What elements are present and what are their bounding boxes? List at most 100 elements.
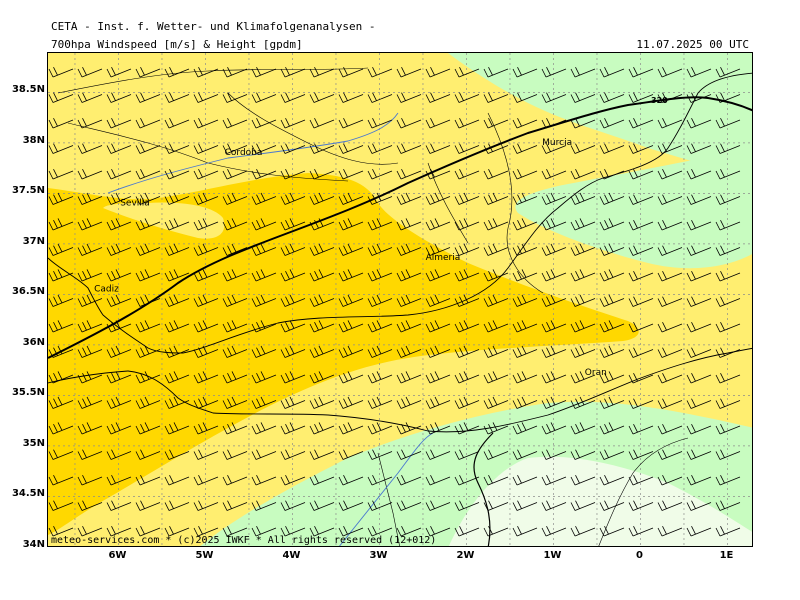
wind-barb bbox=[657, 143, 683, 154]
wind-barb bbox=[570, 371, 596, 384]
wind-barb bbox=[164, 449, 190, 460]
longitude-tick-label: 4W bbox=[282, 550, 301, 561]
wind-barb bbox=[309, 320, 335, 333]
wind-barb bbox=[512, 320, 538, 333]
wind-barb bbox=[686, 526, 712, 537]
wind-barb bbox=[483, 92, 509, 103]
wind-barb bbox=[570, 422, 596, 435]
wind-barb bbox=[396, 449, 422, 460]
wind-barb bbox=[512, 243, 538, 256]
wind-barb bbox=[251, 294, 277, 307]
wind-barb bbox=[454, 449, 480, 460]
wind-barb bbox=[657, 449, 683, 460]
wind-barb bbox=[48, 294, 74, 307]
wind-barb bbox=[251, 475, 277, 486]
wind-barb bbox=[570, 396, 596, 409]
wind-barb bbox=[367, 396, 393, 409]
wind-barb bbox=[367, 526, 393, 537]
wind-barb bbox=[164, 67, 190, 78]
wind-barb bbox=[425, 67, 451, 78]
wind-barb bbox=[512, 192, 538, 205]
wind-barb bbox=[77, 269, 103, 282]
wind-barb bbox=[396, 500, 422, 511]
wind-barb bbox=[599, 475, 625, 486]
wind-barb bbox=[222, 67, 248, 78]
wind-barb bbox=[628, 322, 654, 333]
wind-barb bbox=[106, 320, 132, 333]
wind-barb bbox=[164, 526, 190, 537]
wind-barb bbox=[715, 67, 741, 78]
wind-barb bbox=[280, 169, 306, 180]
field-very-low-south bbox=[448, 456, 752, 546]
wind-barb bbox=[686, 373, 712, 384]
wind-barb bbox=[164, 243, 190, 256]
longitude-tick-label: 6W bbox=[108, 550, 127, 561]
wind-barb bbox=[686, 322, 712, 333]
wind-barb bbox=[454, 243, 480, 256]
latitude-tick-label: 35.5N bbox=[11, 387, 45, 399]
field-low-northeast bbox=[448, 53, 752, 165]
wind-barb bbox=[222, 345, 248, 358]
wind-barb bbox=[657, 118, 683, 129]
wind-barb bbox=[367, 345, 393, 358]
wind-barb bbox=[367, 294, 393, 307]
wind-barb bbox=[483, 269, 509, 282]
wind-barb bbox=[222, 320, 248, 333]
wind-barb bbox=[367, 243, 393, 256]
wind-barb bbox=[715, 322, 741, 333]
wind-barb bbox=[280, 92, 306, 103]
city-label: Cadiz bbox=[94, 284, 119, 294]
wind-barb bbox=[425, 243, 451, 256]
wind-barb bbox=[715, 220, 741, 231]
wind-barb bbox=[338, 67, 364, 78]
wind-barb bbox=[657, 398, 683, 409]
wind-barb bbox=[715, 398, 741, 409]
wind-barb bbox=[425, 143, 451, 154]
wind-barb bbox=[715, 118, 741, 129]
wind-barb bbox=[512, 475, 538, 486]
wind-barb bbox=[512, 92, 538, 103]
wind-barb bbox=[454, 92, 480, 103]
wind-barb bbox=[367, 118, 393, 129]
wind-barb bbox=[425, 192, 451, 205]
wind-barb bbox=[541, 526, 567, 537]
wind-barb bbox=[454, 500, 480, 511]
wind-barb bbox=[309, 269, 335, 282]
wind-barb bbox=[280, 422, 306, 435]
wind-barb bbox=[193, 92, 219, 103]
wind-barb bbox=[135, 345, 161, 358]
wind-barb bbox=[338, 371, 364, 384]
wind-barb bbox=[454, 294, 480, 307]
wind-barb bbox=[48, 143, 74, 154]
longitude-tick-label: 1W bbox=[543, 550, 562, 561]
wind-barb bbox=[164, 320, 190, 333]
wind-barb bbox=[135, 243, 161, 256]
wind-barb bbox=[541, 218, 567, 231]
wind-barb bbox=[280, 294, 306, 307]
wind-barb bbox=[483, 218, 509, 231]
wind-barb bbox=[396, 269, 422, 282]
wind-barb bbox=[628, 424, 654, 435]
chart-title: CETA - Inst. f. Wetter- und Klimafolgena… bbox=[51, 20, 376, 33]
wind-barb bbox=[222, 118, 248, 129]
wind-barb bbox=[48, 243, 74, 256]
wind-barb bbox=[164, 143, 190, 154]
wind-barb bbox=[338, 500, 364, 511]
wind-barb bbox=[628, 194, 654, 205]
latitude-tick-label: 37N bbox=[22, 235, 45, 247]
wind-barb bbox=[106, 475, 132, 486]
wind-barb bbox=[541, 143, 567, 154]
wind-barb bbox=[396, 192, 422, 205]
city-label: Murcia bbox=[542, 138, 572, 148]
wind-barb bbox=[425, 422, 451, 435]
wind-barb bbox=[599, 92, 625, 103]
wind-barb bbox=[483, 294, 509, 307]
wind-barb bbox=[483, 475, 509, 486]
wind-barb bbox=[686, 475, 712, 486]
wind-barb bbox=[599, 169, 625, 180]
wind-barb bbox=[222, 143, 248, 154]
wind-barb bbox=[251, 449, 277, 460]
wind-barb bbox=[164, 422, 190, 435]
wind-barb bbox=[686, 118, 712, 129]
wind-barb bbox=[338, 475, 364, 486]
